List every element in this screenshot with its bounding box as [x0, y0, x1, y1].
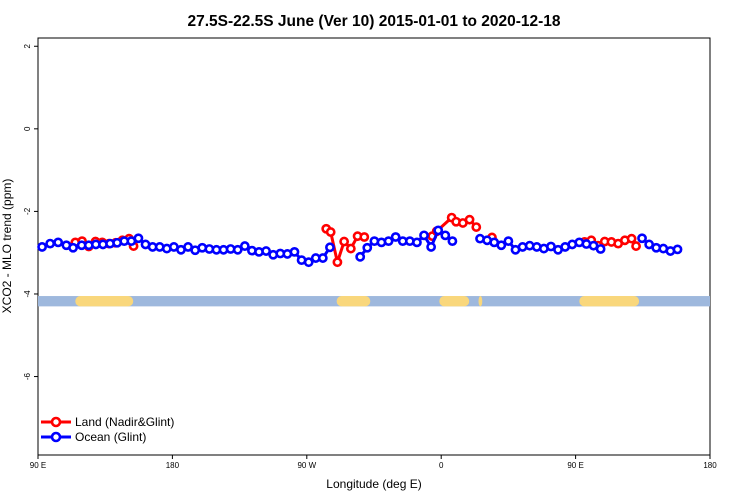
series-1-point-31 [261, 246, 272, 256]
land-ocean-band [38, 296, 710, 307]
land-band-4 [579, 296, 640, 307]
series-1-point-42 [362, 242, 373, 253]
series-0-point-33 [631, 241, 641, 251]
series-1-point-28 [239, 241, 250, 251]
series-1-point-27 [232, 244, 243, 255]
series-0-point-14 [345, 243, 356, 254]
y-tick-label-0: 2 [23, 43, 32, 48]
legend-land-label: Land (Nadir&Glint) [75, 415, 174, 429]
x-tick-label-4: 90 E [567, 461, 583, 470]
series-1-point-46 [390, 232, 401, 242]
series-1-point-51 [426, 242, 437, 252]
y-axis: 2 0 -2 -4 -6 [23, 43, 38, 380]
land-band-2 [439, 296, 470, 307]
series-1-point-45 [383, 236, 394, 247]
series-0-point-11 [325, 227, 336, 237]
series-1-point-54 [447, 236, 458, 247]
ocean-band [38, 296, 710, 307]
series-0-point-23 [471, 222, 482, 232]
series-1-point-50 [419, 230, 429, 241]
y-tick-label-2: -2 [23, 207, 32, 215]
land-band-1 [336, 296, 371, 307]
y-axis-label: XCO2 - MLO trend (ppm) [0, 179, 14, 314]
chart-title: 27.5S-22.5S June (Ver 10) 2015-01-01 to … [187, 13, 560, 30]
x-tick-label-2: 90 W [297, 461, 316, 470]
legend-ocean-label: Ocean (Glint) [75, 430, 146, 444]
legend-ocean-marker [50, 431, 62, 443]
series-0-point-32 [626, 233, 637, 244]
series-1-point-59 [503, 236, 514, 247]
x-axis: 90 E 180 90 W 0 90 E 180 [30, 455, 717, 470]
x-tick-label-1: 180 [166, 461, 180, 470]
series-1-point-78 [672, 244, 683, 255]
series-1-point-58 [496, 240, 507, 251]
series-0-point-12 [332, 257, 343, 268]
land-band-3 [478, 296, 483, 307]
y-tick-label-4: -6 [23, 372, 32, 380]
series-1-point-35 [289, 246, 300, 257]
series-0-point-13 [339, 236, 350, 247]
series-1-point-49 [412, 237, 422, 248]
series-1-point-0 [37, 242, 48, 252]
legend-land-marker [50, 416, 62, 428]
x-axis-label: Longitude (deg E) [326, 477, 421, 491]
series-1-point-13 [133, 233, 144, 244]
x-tick-label-3: 0 [439, 461, 444, 470]
land-band-0 [75, 296, 134, 307]
series-1-point-52 [433, 225, 444, 236]
series-0-point-22 [464, 214, 475, 225]
legend: Land (Nadir&Glint) Ocean (Glint) [41, 415, 174, 444]
series-1-point-2 [53, 237, 64, 248]
series-1-point-40 [325, 242, 335, 253]
series-1-point-73 [637, 233, 647, 244]
y-tick-label-1: 0 [23, 126, 32, 131]
y-tick-label-3: -4 [23, 290, 32, 298]
series-1-point-72 [595, 244, 606, 254]
series-1-point-41 [355, 251, 366, 262]
series-1-point-4 [68, 242, 78, 253]
series-1-point-37 [303, 257, 314, 268]
plot-frame [37, 37, 711, 456]
x-tick-label-0: 90 E [30, 461, 46, 470]
series-1-point-1 [45, 238, 56, 249]
series-1-point-53 [440, 230, 451, 241]
x-tick-label-5: 180 [703, 461, 717, 470]
series [37, 212, 683, 268]
series-1-point-39 [317, 253, 328, 263]
legend-item-ocean: Ocean (Glint) [41, 430, 146, 444]
legend-item-land: Land (Nadir&Glint) [41, 415, 174, 429]
series-1 [37, 225, 683, 268]
series-0-point-16 [359, 232, 370, 242]
